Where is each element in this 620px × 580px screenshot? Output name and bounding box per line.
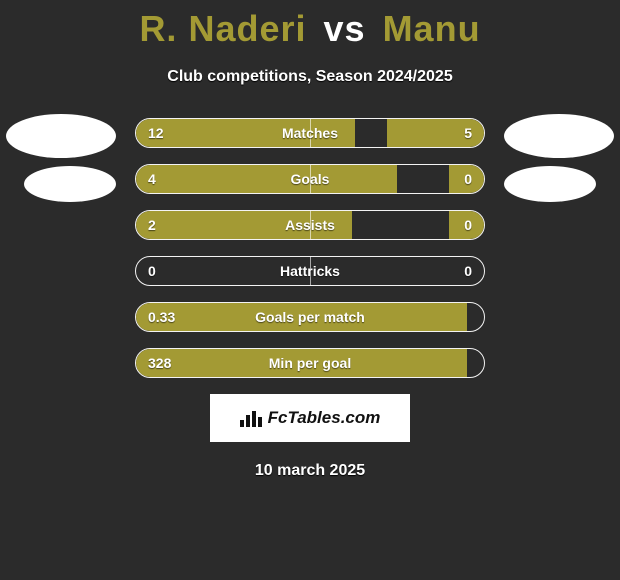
brand-box[interactable]: FcTables.com	[210, 394, 410, 442]
player2-name: Manu	[383, 8, 481, 49]
stat-label: Goals per match	[136, 303, 484, 332]
stat-label: Goals	[136, 165, 484, 194]
stat-label: Matches	[136, 119, 484, 148]
stat-row: 12Matches5	[135, 118, 485, 148]
page-title: R. Naderi vs Manu	[0, 0, 620, 50]
stat-label: Min per goal	[136, 349, 484, 378]
stat-right-value: 0	[464, 257, 472, 286]
player1-avatar-bottom	[24, 166, 116, 202]
stat-row: 2Assists0	[135, 210, 485, 240]
player1-name: R. Naderi	[139, 8, 306, 49]
player1-avatar-top	[6, 114, 116, 158]
stat-right-value: 0	[464, 211, 472, 240]
stat-right-value: 5	[464, 119, 472, 148]
title-vs: vs	[324, 8, 366, 49]
subtitle: Club competitions, Season 2024/2025	[0, 68, 620, 86]
stat-row: 4Goals0	[135, 164, 485, 194]
stats-rows: 12Matches54Goals02Assists00Hattricks00.3…	[135, 118, 485, 378]
date-label: 10 march 2025	[0, 462, 620, 480]
stat-row: 328Min per goal	[135, 348, 485, 378]
stat-right-value: 0	[464, 165, 472, 194]
bars-icon	[240, 409, 262, 427]
player2-avatar-bottom	[504, 166, 596, 202]
stat-row: 0Hattricks0	[135, 256, 485, 286]
brand-text: FcTables.com	[268, 408, 381, 428]
stat-row: 0.33Goals per match	[135, 302, 485, 332]
stat-label: Hattricks	[136, 257, 484, 286]
stat-label: Assists	[136, 211, 484, 240]
player2-avatar-top	[504, 114, 614, 158]
